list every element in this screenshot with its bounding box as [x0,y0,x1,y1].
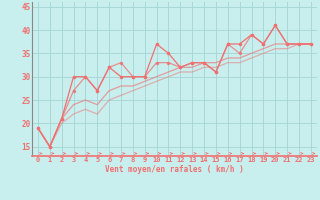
X-axis label: Vent moyen/en rafales ( km/h ): Vent moyen/en rafales ( km/h ) [105,165,244,174]
